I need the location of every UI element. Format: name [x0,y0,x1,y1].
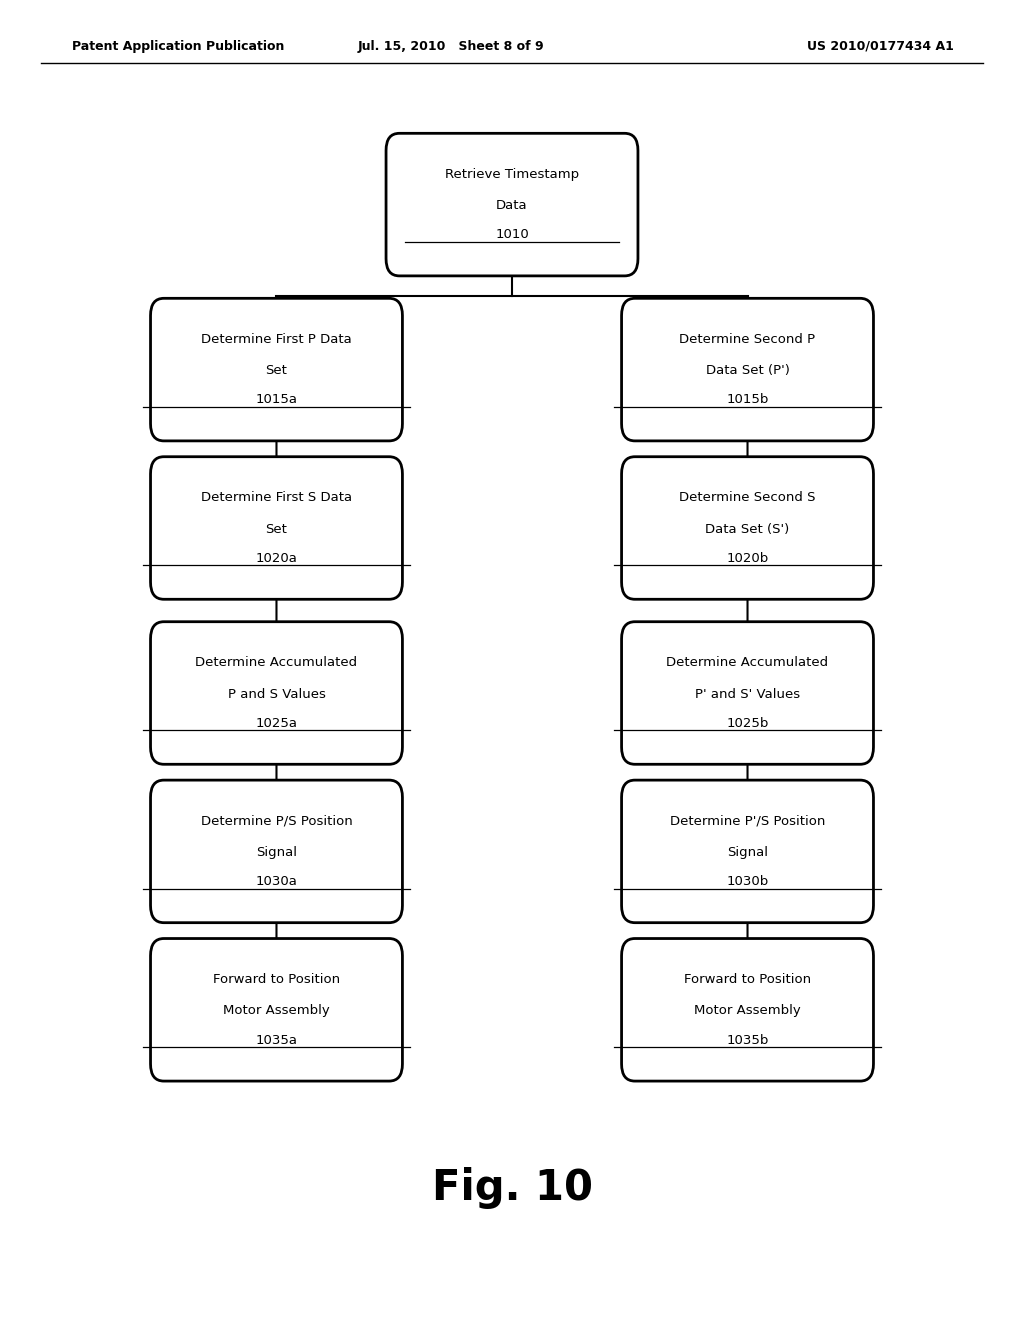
Text: 1025b: 1025b [726,717,769,730]
FancyBboxPatch shape [386,133,638,276]
Text: Forward to Position: Forward to Position [213,973,340,986]
Text: 1030a: 1030a [256,875,297,888]
FancyBboxPatch shape [622,457,873,599]
Text: Determine P'/S Position: Determine P'/S Position [670,814,825,828]
Text: Set: Set [265,523,288,536]
Text: 1015b: 1015b [726,393,769,407]
FancyBboxPatch shape [151,622,402,764]
FancyBboxPatch shape [622,780,873,923]
Text: US 2010/0177434 A1: US 2010/0177434 A1 [807,40,954,53]
FancyBboxPatch shape [151,939,402,1081]
Text: Motor Assembly: Motor Assembly [223,1005,330,1018]
Text: Jul. 15, 2010   Sheet 8 of 9: Jul. 15, 2010 Sheet 8 of 9 [357,40,544,53]
Text: Determine Accumulated: Determine Accumulated [196,656,357,669]
Text: Fig. 10: Fig. 10 [431,1167,593,1209]
Text: P' and S' Values: P' and S' Values [695,688,800,701]
Text: Determine P/S Position: Determine P/S Position [201,814,352,828]
Text: Determine Second P: Determine Second P [680,333,815,346]
Text: Determine First S Data: Determine First S Data [201,491,352,504]
Text: Data: Data [497,199,527,213]
Text: Set: Set [265,364,288,378]
Text: Determine First P Data: Determine First P Data [201,333,352,346]
Text: 1020b: 1020b [726,552,769,565]
Text: Determine Accumulated: Determine Accumulated [667,656,828,669]
Text: Determine Second S: Determine Second S [679,491,816,504]
Text: Data Set (S'): Data Set (S') [706,523,790,536]
Text: Retrieve Timestamp: Retrieve Timestamp [445,168,579,181]
Text: 1030b: 1030b [726,875,769,888]
Text: 1035b: 1035b [726,1034,769,1047]
FancyBboxPatch shape [151,780,402,923]
FancyBboxPatch shape [622,622,873,764]
Text: 1010: 1010 [496,228,528,242]
Text: 1025a: 1025a [255,717,298,730]
Text: Signal: Signal [727,846,768,859]
Text: Patent Application Publication: Patent Application Publication [72,40,284,53]
FancyBboxPatch shape [151,457,402,599]
Text: Signal: Signal [256,846,297,859]
FancyBboxPatch shape [622,939,873,1081]
FancyBboxPatch shape [151,298,402,441]
FancyBboxPatch shape [622,298,873,441]
Text: 1035a: 1035a [255,1034,298,1047]
Text: Motor Assembly: Motor Assembly [694,1005,801,1018]
Text: Data Set (P'): Data Set (P') [706,364,790,378]
Text: 1020a: 1020a [256,552,297,565]
Text: 1015a: 1015a [255,393,298,407]
Text: Forward to Position: Forward to Position [684,973,811,986]
Text: P and S Values: P and S Values [227,688,326,701]
